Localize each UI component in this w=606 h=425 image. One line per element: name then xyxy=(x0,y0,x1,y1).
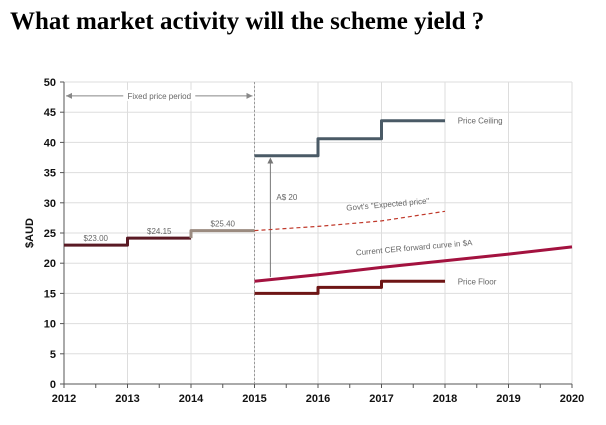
x-tick-label: 2020 xyxy=(560,393,584,405)
x-tick-label: 2018 xyxy=(433,393,457,405)
x-tick-label: 2013 xyxy=(115,393,139,405)
y-axis-label: $AUD xyxy=(24,218,36,248)
price-gap-arrowhead xyxy=(267,157,274,164)
y-tick-label: 25 xyxy=(44,228,56,240)
series-line-ceiling xyxy=(254,119,445,158)
price-gap-annotation: A$ 20 xyxy=(267,157,298,278)
x-tick-label: 2019 xyxy=(496,393,520,405)
fixed-period-label: Fixed price period xyxy=(127,92,191,101)
x-tick-label: 2012 xyxy=(52,393,76,405)
forward-curve-label: Current CER forward curve in $A xyxy=(355,238,473,257)
series-line-floor xyxy=(254,279,445,295)
y-tick-label: 50 xyxy=(44,77,56,89)
price-floor-label: Price Floor xyxy=(458,277,497,286)
fixed-price-label: $25.40 xyxy=(211,220,236,229)
y-tick-label: 0 xyxy=(50,379,56,391)
chart-series xyxy=(64,119,573,295)
fixed-period-annotation: Fixed price period xyxy=(66,89,253,101)
x-tick-label: 2016 xyxy=(306,393,330,405)
price-gap-label: A$ 20 xyxy=(276,193,297,202)
fixed-price-labels: $23.00 $24.15 $25.40 xyxy=(84,220,236,243)
x-axis-ticks: 2012 2013 2014 2015 2016 2017 2018 2019 2020 xyxy=(52,384,584,405)
grid-lines xyxy=(64,81,573,384)
series-line-fixed_a xyxy=(64,236,191,247)
y-tick-label: 20 xyxy=(44,258,56,270)
y-tick-label: 5 xyxy=(50,349,56,361)
fixed-price-label: $23.00 xyxy=(84,234,109,243)
x-tick-label: 2017 xyxy=(369,393,393,405)
price-ceiling-label: Price Ceiling xyxy=(458,117,503,126)
fixed-period-label-bg xyxy=(123,89,196,101)
y-axis-ticks: 0 5 10 15 20 25 30 35 40 45 50 xyxy=(44,77,64,391)
slide-title: What market activity will the scheme yie… xyxy=(10,8,485,35)
y-tick-label: 15 xyxy=(44,288,56,300)
fixed-period-arrowhead-left xyxy=(66,92,72,99)
expected-price-label: Govt's "Expected price" xyxy=(346,196,430,212)
series-line-expected xyxy=(254,210,446,232)
series-line-forward xyxy=(254,245,573,283)
series-line-fixed_b xyxy=(189,229,255,239)
x-tick-label: 2014 xyxy=(179,393,204,405)
fixed-price-label: $24.15 xyxy=(147,227,172,236)
x-tick-label: 2015 xyxy=(242,393,266,405)
y-tick-label: 40 xyxy=(44,137,56,149)
y-tick-label: 45 xyxy=(44,107,56,119)
y-tick-label: 35 xyxy=(44,168,56,180)
fixed-period-arrowhead-right xyxy=(246,92,253,99)
y-tick-label: 30 xyxy=(44,198,56,210)
y-tick-label: 10 xyxy=(44,319,56,331)
